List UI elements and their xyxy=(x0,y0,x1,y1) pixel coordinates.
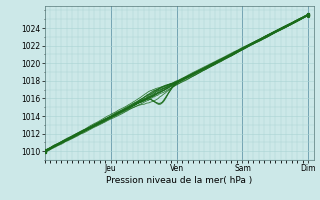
X-axis label: Pression niveau de la mer( hPa ): Pression niveau de la mer( hPa ) xyxy=(106,176,252,185)
